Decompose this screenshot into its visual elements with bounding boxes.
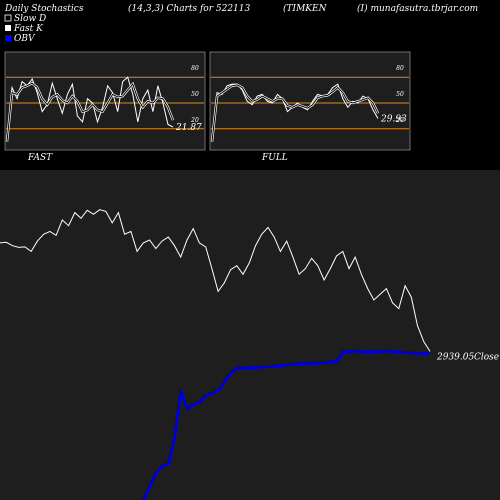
legend-label-fast-k: Fast K (13, 24, 44, 34)
legend: Slow D Fast K OBV (4, 14, 46, 44)
fast-current-value: 21.87 (175, 123, 202, 133)
full-stochastic-panel: 20 50 80 29.93 (209, 51, 411, 151)
full-slow-d-line (211, 84, 379, 142)
legend-swatch-fast-k (5, 25, 11, 31)
full-level-tick-20: 20 (395, 117, 404, 124)
price-line (0, 209, 431, 352)
fast-level-tick-80: 80 (191, 65, 199, 72)
fast-level-tick-20: 20 (190, 117, 199, 124)
chart-params: (14,3,3) Charts for 522113 (128, 3, 250, 14)
legend-swatch-slow-d (4, 14, 12, 22)
full-current-value: 29.93 (380, 114, 407, 124)
main-panel-background (0, 170, 500, 500)
full-level-tick-80: 80 (396, 65, 404, 72)
chart-symbol: (TIMKEN (283, 3, 328, 14)
full-panel-frame (209, 51, 411, 151)
fast-panel-label: FAST (27, 153, 53, 163)
legend-label-obv: OBV (14, 34, 36, 44)
full-level-tick-50: 50 (396, 91, 404, 98)
fast-level-tick-50: 50 (191, 91, 199, 98)
obv-line (141, 349, 430, 500)
fast-stochastic-panel: 20 50 80 21.87 (4, 51, 206, 151)
close-label: Close (474, 352, 499, 362)
price-value-label: 2939.05 (436, 352, 474, 362)
legend-swatch-obv (5, 35, 11, 41)
chart-title: Daily Stochastics (4, 4, 84, 14)
chart-site: (I) munafasutra.tbrjar.com (357, 3, 478, 14)
price-obv-panel (0, 209, 431, 500)
fast-panel-frame (4, 51, 206, 151)
full-panel-label: FULL (261, 153, 288, 163)
fast-slow-d-line (6, 82, 174, 142)
legend-label-slow-d: Slow D (14, 14, 46, 24)
